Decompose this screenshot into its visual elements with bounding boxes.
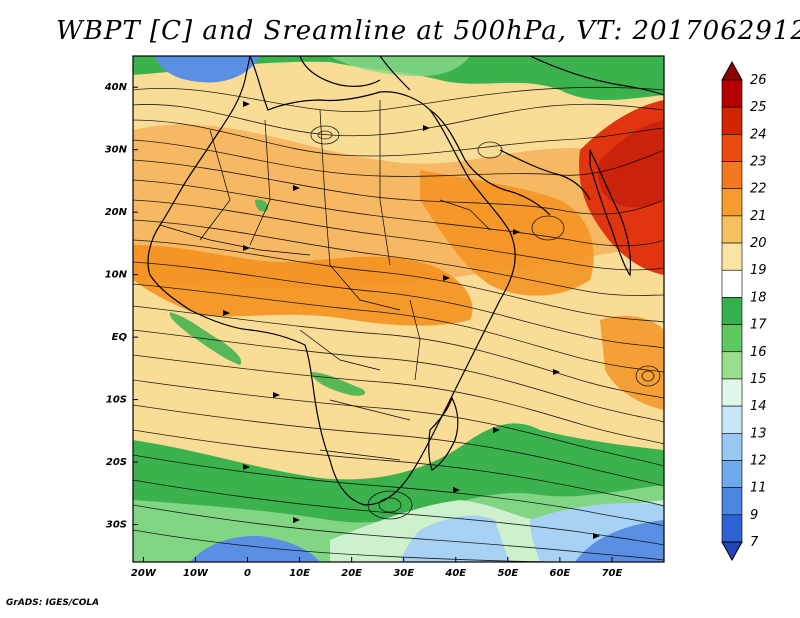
colorbar-label: 21: [750, 209, 767, 224]
orange-band-arabia: [420, 170, 594, 296]
colorbar-label: 23: [750, 155, 767, 170]
lat-tick-label: 20N: [105, 207, 128, 218]
orange-zone-indian-ocean: [600, 315, 664, 410]
colorbar-segment: [721, 297, 743, 325]
colorbar-label: 11: [750, 481, 767, 496]
colorbar-label: 16: [750, 345, 767, 360]
colorbar-segment: [721, 215, 743, 244]
colorbar-segment: [721, 351, 743, 380]
coastlines: [147, 56, 664, 506]
lon-tick-label: 20E: [341, 568, 362, 579]
colorbar-label: 19: [750, 263, 767, 278]
colorbar-label: 25: [750, 100, 767, 115]
lon-tick-label: 10W: [183, 568, 209, 579]
lon-tick-label: 30E: [393, 568, 414, 579]
streamline-arrows: [223, 101, 600, 539]
lat-tick-label: 20S: [106, 457, 127, 468]
colorbar-segment: [721, 514, 743, 543]
colorbar-label: 20: [750, 236, 767, 251]
hot-core-india: [597, 120, 664, 208]
colorbar-segment: [721, 460, 743, 488]
colorbar-segment: [721, 432, 743, 461]
colorbar-segment: [721, 378, 743, 407]
blue-zone-southeast: [575, 520, 664, 562]
colorbar-segment: [721, 134, 743, 162]
colorbar-label: 18: [750, 290, 767, 305]
map-title: WBPT [C] and Sreamline at 500hPa, VT: 20…: [56, 16, 800, 46]
colorbar-bottom-arrow: [721, 541, 743, 562]
colorbar-label: 7: [750, 535, 759, 550]
lon-tick-label: 40E: [444, 568, 466, 579]
lon-tick-label: 50E: [497, 568, 518, 579]
green-patch-atlantic: [310, 372, 366, 396]
lat-tick-label: 30N: [105, 145, 128, 156]
colorbar-segment: [721, 405, 743, 434]
colorbar: 26 25 24 23 22 21 20 19 18 17 16 15 14 13 12 11 9 7: [721, 60, 767, 562]
green-zone-north: [133, 56, 664, 100]
colorbar-segment: [721, 188, 743, 217]
lat-tick-label: 10N: [105, 270, 128, 281]
longitude-axis: 20W 10W 0 10E 20E 30E 40E 50E 60E 70E: [131, 557, 623, 579]
colorbar-label: 14: [750, 399, 767, 414]
lat-tick-label: 30S: [106, 520, 127, 531]
colorbar-segment: [721, 487, 743, 516]
latitude-axis: 40N 30N 20N 10N EQ 10S 20S 30S: [104, 82, 138, 531]
lon-tick-label: 60E: [550, 568, 571, 579]
green-patch-sahara: [255, 199, 269, 212]
colorbar-label: 22: [750, 182, 767, 197]
colorbar-label: 9: [750, 508, 758, 523]
lon-tick-label: 0: [244, 568, 251, 579]
colorbar-label: 12: [750, 453, 767, 468]
lightgreen-zone-north: [330, 56, 470, 77]
plot-frame: [132, 55, 665, 563]
colorbar-segment: [721, 324, 743, 353]
lat-tick-label: 10S: [106, 395, 127, 406]
colorbar-segment: [721, 106, 743, 135]
colorbar-segment: [721, 79, 743, 108]
lat-tick-label: 40N: [104, 82, 128, 93]
colorbar-label: 17: [750, 318, 767, 333]
colorbar-top-arrow: [721, 60, 743, 81]
lon-tick-label: 20W: [131, 568, 157, 579]
colorbar-label: 15: [750, 372, 767, 387]
colorbar-segment: [721, 242, 743, 271]
blue-zone-north: [155, 56, 260, 83]
colorbar-label: 24: [750, 127, 767, 142]
country-borders: [159, 100, 491, 461]
credit-label: GrADS: IGES/COLA: [6, 598, 100, 608]
colorbar-segment: [721, 161, 743, 190]
colorbar-label: 13: [750, 426, 767, 441]
wbpt-field: [133, 56, 664, 562]
colorbar-segment: [721, 269, 743, 298]
lon-tick-label: 70E: [602, 568, 623, 579]
lon-tick-label: 10E: [289, 568, 310, 579]
blue-zone-south: [190, 535, 320, 562]
orange-band-sahel: [133, 245, 473, 326]
colorbar-label: 26: [750, 73, 767, 88]
lat-tick-label: EQ: [112, 332, 128, 343]
lightblue-zone-south: [400, 515, 510, 562]
